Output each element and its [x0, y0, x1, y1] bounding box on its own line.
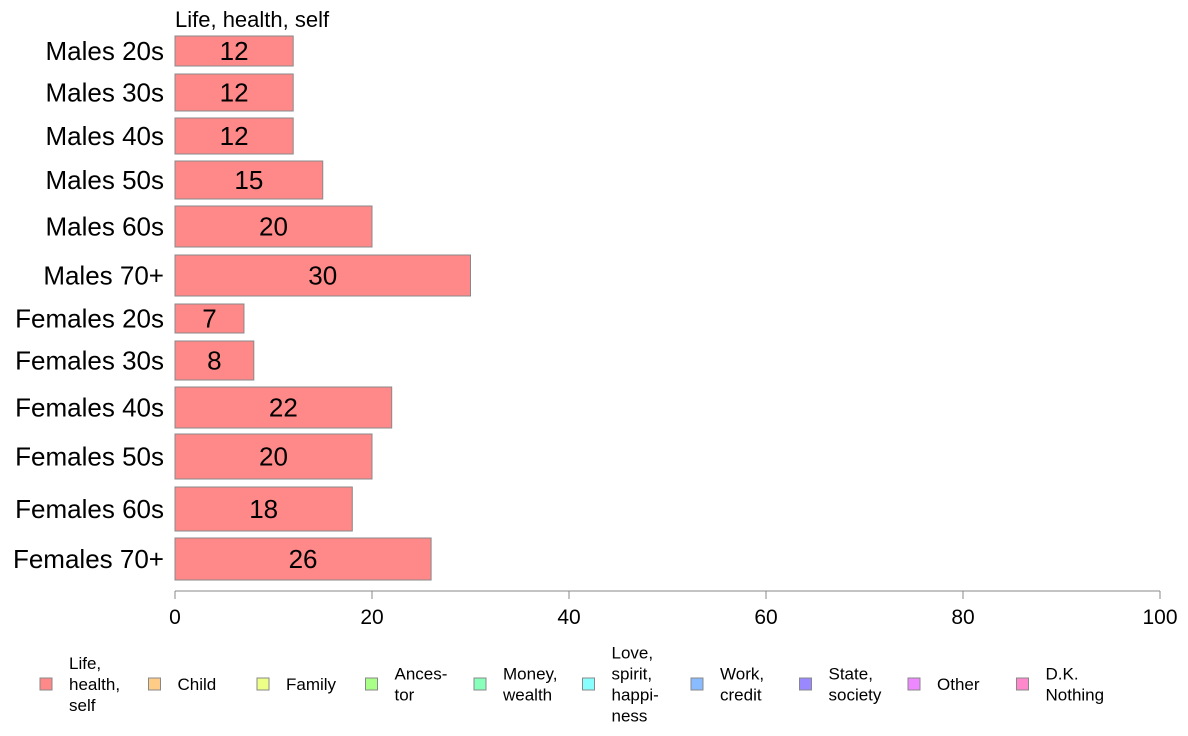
legend-label: Family [286, 675, 337, 694]
column-header-label: Life, health, self [175, 7, 330, 32]
bar-value-label: 22 [269, 393, 298, 423]
bar-value-label: 12 [220, 36, 249, 66]
bar-value-label: 8 [207, 346, 221, 376]
x-tick-label: 60 [754, 606, 777, 629]
legend-label: Life, health, self [69, 654, 120, 715]
bar [174, 486, 353, 532]
bar [174, 386, 393, 429]
legend-label: Work, credit [720, 665, 764, 705]
legend-swatch [148, 677, 161, 691]
bar [174, 537, 432, 581]
bar [174, 433, 373, 480]
bar-value-label: 20 [259, 442, 288, 472]
legend-swatch [365, 677, 378, 691]
category-label: Males 70+ [43, 261, 164, 291]
bar [174, 35, 294, 67]
x-tick-label: 40 [557, 606, 580, 629]
category-label: Females 20s [15, 304, 164, 334]
legend-swatch [690, 677, 704, 691]
category-label: Females 30s [15, 346, 164, 376]
legend-swatch [39, 677, 53, 691]
category-label: Males 60s [46, 212, 165, 242]
legend-swatch [907, 677, 921, 691]
category-label: Females 70+ [13, 544, 164, 574]
bar [174, 254, 471, 297]
legend-label: D.K. Nothing [1046, 665, 1105, 705]
legend-swatch [799, 677, 812, 691]
bar-value-label: 18 [249, 494, 278, 524]
category-label: Males 40s [46, 121, 165, 151]
bar-value-label: 7 [202, 304, 216, 334]
bar-value-label: 12 [220, 78, 249, 108]
x-tick-label: 100 [1142, 606, 1177, 629]
legend-label: State, society [829, 665, 882, 705]
bar-value-label: 15 [234, 165, 263, 195]
legend-swatch [582, 677, 595, 691]
x-axis: 0 20 40 60 80 100 [169, 590, 1178, 629]
legend-swatch [473, 677, 487, 691]
legend-label: Child [178, 675, 217, 694]
category-label: Males 30s [46, 78, 165, 108]
legend-label: Money, wealth [502, 665, 558, 705]
x-tick-label: 0 [169, 606, 181, 629]
category-label: Females 60s [15, 494, 164, 524]
bar [174, 340, 255, 381]
legend-swatch [256, 677, 270, 691]
legend-label: Other [937, 675, 980, 694]
bars-group: Males 20s 12 Males 30s 12 Males 40s 12 Males 5… [13, 35, 471, 581]
bar-value-label: 20 [259, 212, 288, 242]
x-tick-label: 20 [360, 606, 383, 629]
bar [174, 205, 373, 248]
legend-swatch [1016, 677, 1029, 691]
bar [174, 117, 294, 155]
bar [174, 73, 294, 112]
bar-value-label: 26 [289, 544, 318, 574]
category-label: Males 50s [46, 165, 165, 195]
category-label: Males 20s [46, 36, 165, 66]
category-label: Females 40s [15, 393, 164, 423]
category-label: Females 50s [15, 442, 164, 472]
x-tick-label: 80 [951, 606, 974, 629]
bar [174, 303, 245, 334]
legend-label: Ances-tor [395, 665, 448, 705]
legend: Life, health, self Child Family Ances-tor Mone… [39, 644, 1105, 726]
bar [174, 160, 324, 200]
bar-value-label: 12 [220, 121, 249, 151]
bar-value-label: 30 [308, 261, 337, 291]
legend-label: Love, spirit, happi-ness [612, 644, 659, 726]
